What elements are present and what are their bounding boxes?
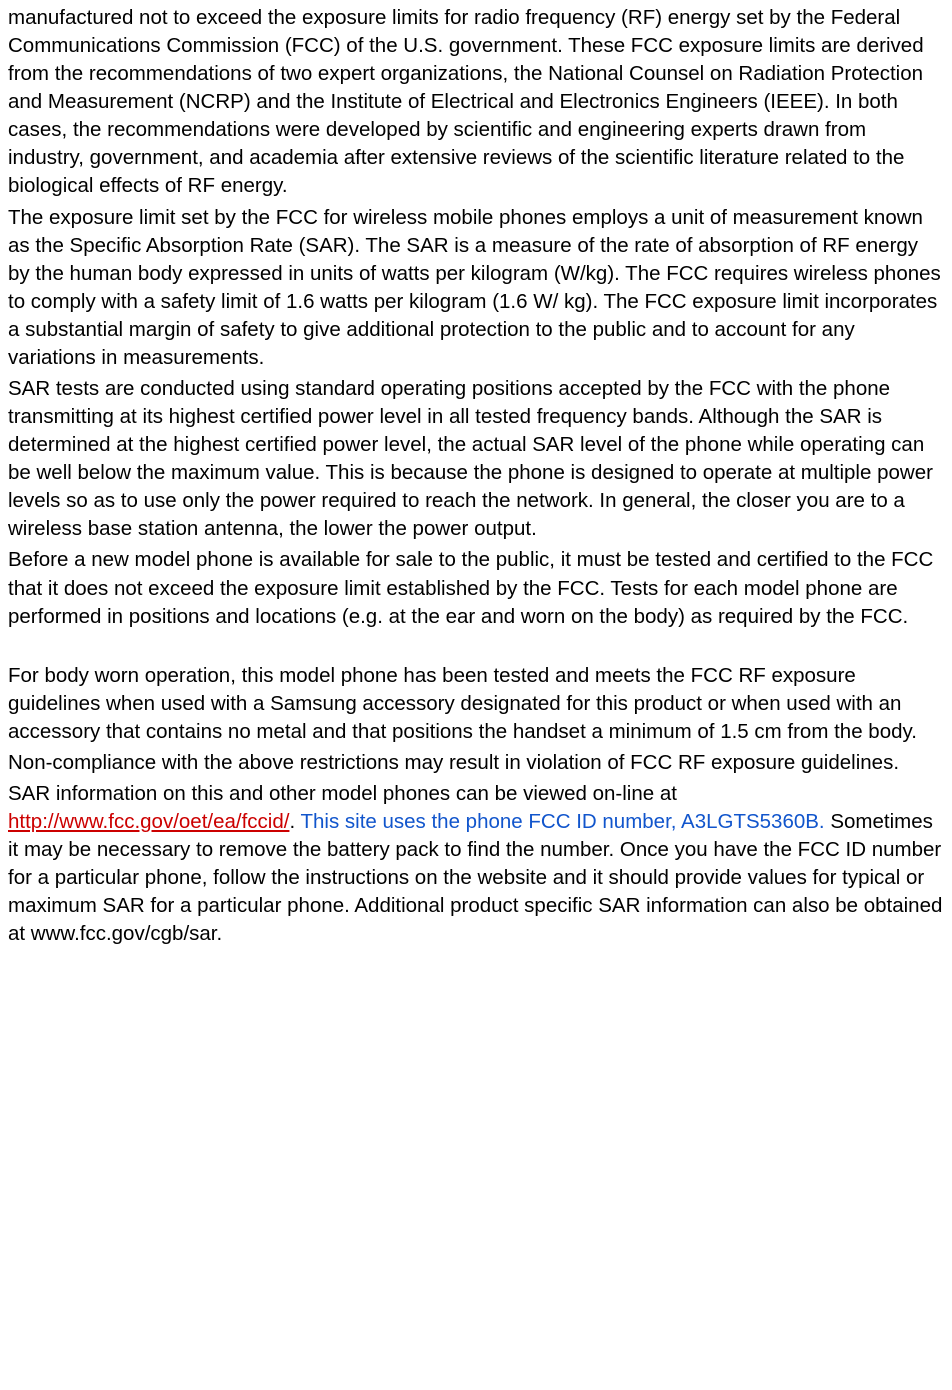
paragraph-final: SAR information on this and other model … [8, 780, 944, 948]
fcc-link[interactable]: http://www.fcc.gov/oet/ea/fccid/ [8, 810, 289, 833]
paragraph-1: manufactured not to exceed the exposure … [8, 4, 944, 201]
paragraph-3: SAR tests are conducted using standard o… [8, 375, 944, 543]
paragraph-6: Non-compliance with the above restrictio… [8, 749, 944, 777]
paragraph-4: Before a new model phone is available fo… [8, 546, 944, 630]
paragraph-2: The exposure limit set by the FCC for wi… [8, 204, 944, 372]
final-after-red-text: . [289, 810, 300, 833]
final-prefix-text: SAR information on this and other model … [8, 782, 677, 805]
paragraph-5: For body worn operation, this model phon… [8, 662, 944, 746]
paragraph-spacer [8, 634, 944, 662]
document-body: manufactured not to exceed the exposure … [8, 4, 944, 949]
fcc-id-text: This site uses the phone FCC ID number, … [300, 810, 824, 833]
